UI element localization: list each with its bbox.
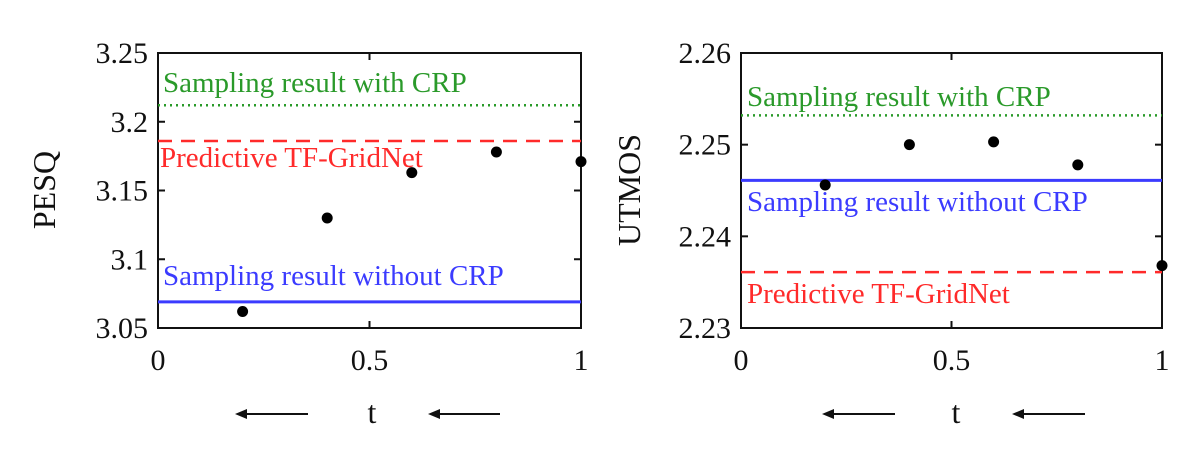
y-axis-label: PESQ [26,151,62,229]
data-point [490,146,502,158]
x-axis-label: t [952,394,961,430]
data-point [321,212,333,224]
y-tick-label: 2.26 [679,37,732,70]
reference-line-label: Sampling result without CRP [747,186,1088,218]
x-tick-label: 0.5 [933,344,971,377]
y-tick-label: 2.25 [679,129,732,162]
reference-line-label: Predictive TF-GridNet [747,278,1010,310]
y-tick-label: 3.15 [96,175,149,208]
left-arrow-head-icon [822,409,834,419]
x-tick-label: 1 [1155,344,1170,377]
x-axis-label: t [368,394,377,430]
chart-panel-2: Sampling result with CRP Sampling result … [611,37,1170,430]
data-point [819,179,831,191]
x-tick-label: 0 [151,344,166,377]
x-tick-label: 0.5 [351,344,389,377]
data-point [988,136,1000,148]
data-point [237,306,249,317]
y-tick-label: 3.1 [111,243,149,276]
reference-line-label: Predictive TF-GridNet [160,142,423,174]
left-arrow-head-icon [428,409,440,419]
reference-line-label: Sampling result with CRP [163,67,467,99]
data-point [575,156,587,168]
reference-line-label: Sampling result with CRP [747,81,1051,113]
y-tick-label: 3.2 [111,106,149,139]
data-point [406,167,418,179]
y-tick-label: 3.05 [96,312,149,345]
left-arrow-head-icon [1012,409,1024,419]
y-tick-label: 3.25 [96,37,149,70]
reference-line-label: Sampling result without CRP [163,260,504,292]
y-tick-label: 2.23 [679,312,732,345]
data-point [903,139,915,151]
data-point [1156,260,1168,272]
x-tick-label: 1 [574,344,589,377]
y-axis-label: UTMOS [611,134,647,246]
left-arrow-head-icon [235,409,247,419]
y-tick-label: 2.24 [679,220,732,253]
data-point [1072,159,1084,171]
x-tick-label: 0 [734,344,749,377]
chart-panel-1: Sampling result with CRP Predictive TF-Gr… [26,37,589,430]
